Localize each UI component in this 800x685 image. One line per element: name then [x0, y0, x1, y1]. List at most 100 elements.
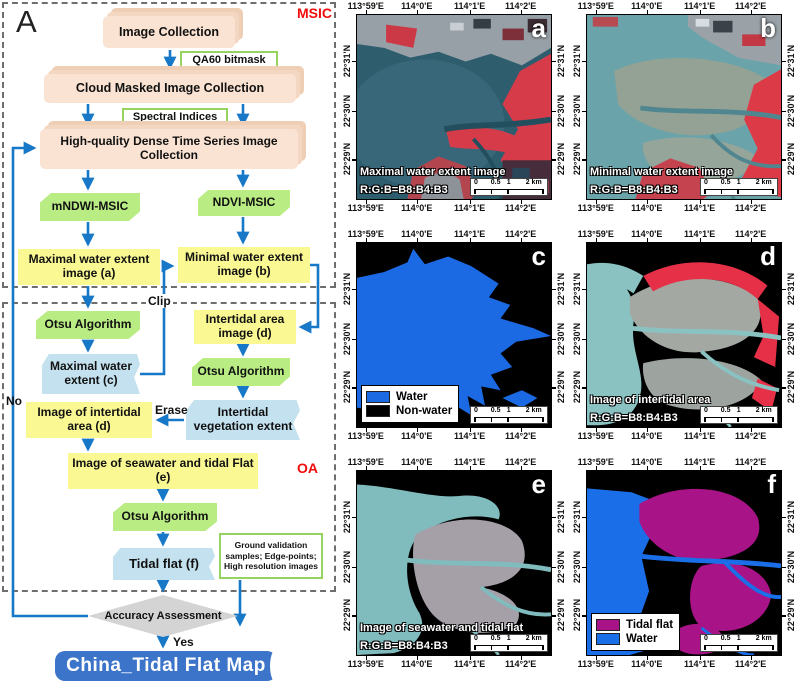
lon-tick-bottom [595, 428, 598, 432]
lon-label-bottom: 113°59'E [347, 203, 384, 213]
lon-label-bottom: 113°59'E [577, 203, 614, 213]
lon-tick-bottom [750, 200, 753, 204]
lon-tick-bottom [646, 200, 649, 204]
flowchart-panel: A MSIC OA Image Collection QA60 bitmask … [0, 0, 340, 685]
lon-tick-top [365, 10, 368, 14]
lat-tick-left [582, 110, 586, 113]
lat-tick-right [552, 338, 556, 341]
lat-tick-left [352, 516, 356, 518]
lat-tick-right [552, 60, 556, 62]
legend-label: Water [396, 391, 428, 403]
lon-tick-bottom [520, 656, 523, 660]
node-otsu-algorithm-2: Otsu Algorithm [192, 358, 290, 386]
lat-label-right: 22°29'N [556, 598, 566, 632]
lon-label-bottom: 114°0'E [631, 203, 663, 213]
lon-tick-bottom [520, 200, 523, 204]
lon-tick-top [646, 466, 649, 470]
map-f-frame: f Tidal flat Water 0 0.5 1 2 km [586, 470, 782, 656]
lat-tick-left [352, 566, 356, 569]
lat-label-left: 22°29'N [342, 142, 352, 176]
lon-label-top: 114°2'E [504, 457, 537, 467]
lat-tick-left [582, 387, 586, 389]
panel-letter: f [767, 470, 776, 499]
scale-bar: 0 0.5 1 2 km [470, 634, 548, 652]
lat-label-right: 22°31'N [786, 500, 796, 533]
lon-label-top: 114°1'E [684, 457, 716, 467]
lon-label-top: 114°1'E [454, 229, 486, 239]
scale-bar-label: 1 [506, 407, 511, 414]
legend: Water Non-water [361, 385, 460, 423]
lat-tick-right [552, 159, 556, 161]
lon-tick-top [520, 10, 523, 14]
lon-tick-top [416, 238, 419, 242]
map-panel-f: f Tidal flat Water 0 0.5 1 2 km 113°59'E 113°59… [570, 456, 800, 685]
lat-label-right: 22°31'N [556, 44, 566, 77]
node-intertidal-vegetation-extent: Intertidal vegetation extent [186, 400, 300, 440]
lon-tick-bottom [646, 656, 649, 660]
scale-bar-line [704, 189, 774, 190]
legend-row: Water [366, 391, 452, 403]
lon-tick-bottom [595, 200, 598, 204]
lat-label-left: 22°29'N [342, 598, 352, 632]
node-ground-validation: Ground validation samples; Edge-points; … [219, 533, 323, 579]
panel-letter: b [760, 14, 776, 43]
scale-bar-label: 1 [506, 635, 511, 642]
lon-tick-bottom [699, 428, 702, 432]
lon-label-bottom: 114°2'E [504, 431, 537, 441]
lon-label-bottom: 114°0'E [401, 659, 433, 669]
panel-letter: e [531, 470, 546, 499]
lon-tick-top [595, 238, 598, 242]
lat-tick-left [352, 159, 356, 161]
lon-label-top: 114°0'E [401, 229, 433, 239]
lat-label-right: 22°30'N [786, 322, 796, 355]
node-image-of-intertidal-area: Image of intertidal area (d) [26, 402, 152, 438]
lon-label-top: 114°2'E [734, 457, 767, 467]
lon-label-top: 114°0'E [401, 457, 433, 467]
lon-label-top: 114°1'E [684, 229, 716, 239]
node-ndvi-msic: NDVI-MSIC [198, 190, 290, 216]
lat-label-right: 22°31'N [786, 44, 796, 77]
rgb-label: R:G:B=B8:B4:B3 [590, 184, 678, 196]
scale-bar-tick [772, 189, 774, 194]
lon-label-bottom: 114°2'E [734, 659, 767, 669]
node-cloud-masked-collection: Cloud Masked Image Collection [44, 74, 296, 103]
lon-label-top: 114°2'E [504, 1, 537, 11]
lat-label-right: 22°30'N [786, 550, 796, 583]
lat-label-left: 22°30'N [342, 322, 352, 355]
lon-label-bottom: 114°1'E [684, 659, 716, 669]
satellite-scene-d [587, 243, 781, 427]
scale-bar-tick [542, 417, 544, 422]
lon-tick-top [750, 10, 753, 14]
lon-label-bottom: 113°59'E [347, 659, 384, 669]
scale-bar-label: 1 [506, 179, 511, 186]
lon-tick-top [699, 10, 702, 14]
lon-tick-top [416, 10, 419, 14]
scale-bar: 0 0.5 1 2 km [700, 406, 778, 424]
scale-bar-tick [490, 189, 493, 194]
edge-label-erase: Erase [155, 403, 188, 417]
lon-tick-top [520, 238, 523, 242]
node-otsu-algorithm-3: Otsu Algorithm [113, 503, 217, 531]
panel-caption: Image of seawater and tidal flat [360, 622, 524, 634]
lon-tick-bottom [365, 428, 368, 432]
map-panel-c: c Water Non-water 0 0.5 1 2 km 113°59'E 113°59'… [340, 228, 570, 456]
panel-caption: Maximal water extent image [360, 166, 506, 178]
scale-bar-tick [507, 645, 509, 650]
lat-label-left: 22°31'N [572, 44, 582, 77]
legend-swatch [366, 405, 390, 417]
scale-bar-line [704, 417, 774, 418]
lat-tick-left [582, 288, 586, 290]
lat-label-right: 22°30'N [556, 94, 566, 127]
lat-label-right: 22°29'N [556, 142, 566, 176]
lon-tick-bottom [595, 656, 598, 660]
lon-label-top: 114°0'E [631, 1, 663, 11]
lon-label-top: 114°2'E [504, 229, 537, 239]
scale-bar-tick [474, 645, 476, 650]
legend-row: Tidal flat [596, 619, 673, 631]
lon-label-bottom: 114°1'E [454, 431, 486, 441]
lon-label-bottom: 113°59'E [577, 659, 614, 669]
lon-tick-top [699, 466, 702, 470]
legend-swatch [596, 619, 620, 631]
lon-label-bottom: 114°2'E [734, 431, 767, 441]
